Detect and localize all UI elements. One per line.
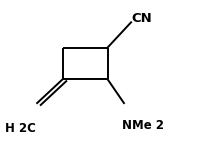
Text: CN: CN <box>130 12 151 25</box>
Text: NMe 2: NMe 2 <box>121 119 163 132</box>
Text: H 2C: H 2C <box>5 122 36 135</box>
